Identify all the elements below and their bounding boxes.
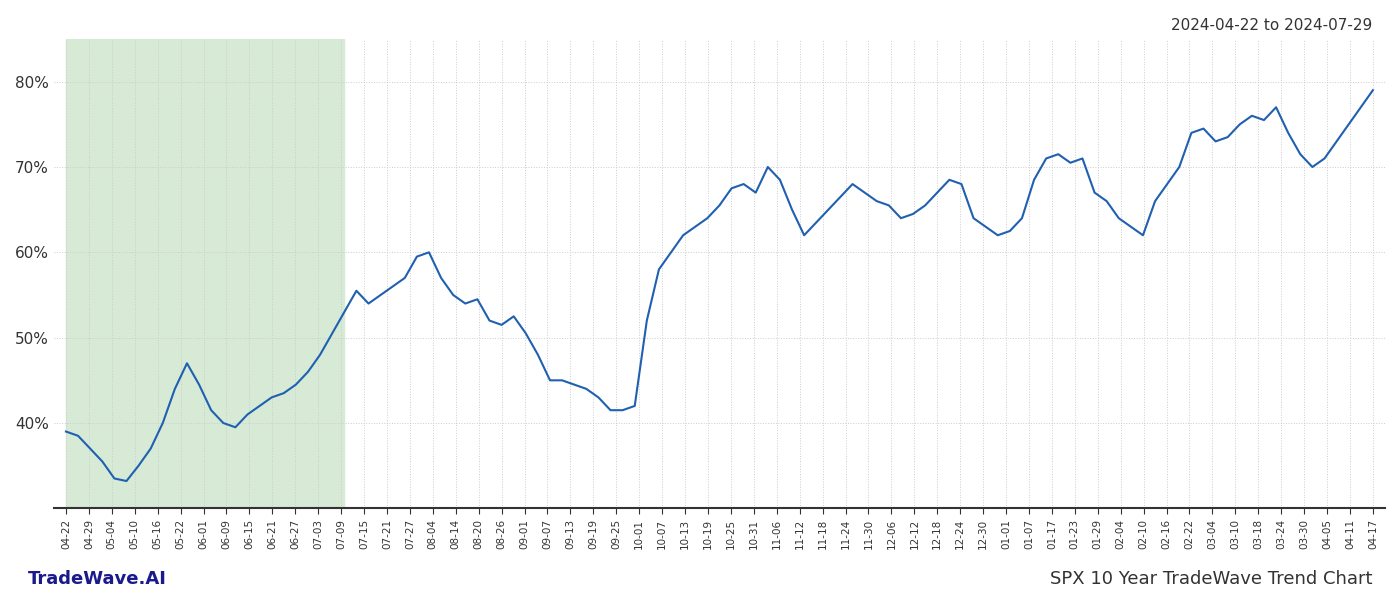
Bar: [66, 39, 344, 508]
Text: TradeWave.AI: TradeWave.AI: [28, 570, 167, 588]
Text: 2024-04-22 to 2024-07-29: 2024-04-22 to 2024-07-29: [1170, 18, 1372, 33]
Text: SPX 10 Year TradeWave Trend Chart: SPX 10 Year TradeWave Trend Chart: [1050, 570, 1372, 588]
